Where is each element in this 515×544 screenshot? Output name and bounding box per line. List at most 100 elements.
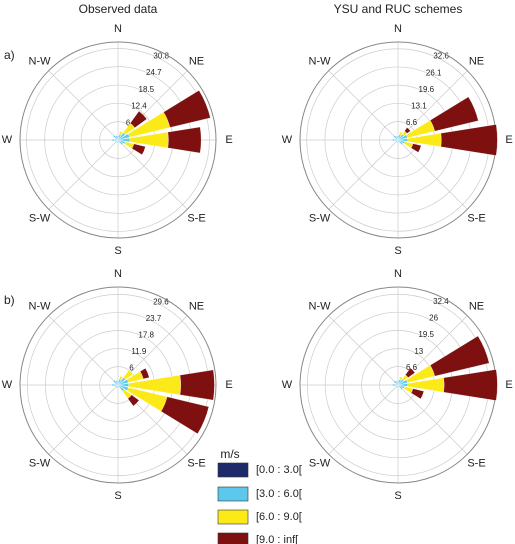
r-tick-label: 32.4: [433, 297, 449, 306]
direction-label: S: [114, 490, 121, 502]
legend-label: [0.0 : 3.0[: [256, 464, 302, 476]
wind-segment: [443, 369, 498, 401]
direction-label: S-W: [29, 457, 51, 469]
wind-segment: [397, 384, 399, 388]
wind-segment: [397, 139, 399, 143]
legend-label: [6.0 : 9.0[: [256, 511, 302, 523]
wind-segment: [393, 380, 398, 385]
wind-segment: [392, 383, 397, 387]
wind-segment: [430, 96, 479, 132]
wind-segment: [395, 139, 399, 142]
wind-segment: [117, 384, 119, 389]
wind-segment: [160, 396, 210, 435]
direction-label: E: [505, 134, 512, 146]
wind-segment: [398, 140, 403, 145]
wind-segment: [163, 90, 211, 128]
r-tick-label: 6: [129, 363, 134, 372]
wind-segment: [397, 135, 399, 139]
direction-label: S-W: [29, 212, 51, 224]
r-tick-label: 13.1: [411, 102, 427, 111]
direction-label: S: [114, 245, 121, 257]
wind-segment: [117, 135, 119, 139]
r-tick-label: 24.7: [146, 68, 162, 77]
spoke: [397, 139, 468, 210]
panel-label: a): [4, 48, 15, 62]
wind-segment: [119, 375, 124, 380]
wind-segment: [395, 139, 399, 143]
wind-segment: [114, 139, 119, 142]
direction-label: N-W: [29, 300, 52, 312]
r-tick-label: 17.8: [138, 330, 154, 339]
wind-segment: [111, 138, 117, 142]
r-tick-label: 26.1: [426, 68, 442, 77]
wind-segment: [117, 139, 120, 144]
wind-segment: [115, 380, 118, 384]
legend-swatch: [217, 486, 249, 502]
outer-ring: [19, 41, 217, 239]
wind-segment: [397, 384, 400, 388]
direction-label: W: [282, 134, 293, 146]
outer-ring: [19, 286, 217, 484]
wind-segment: [410, 143, 422, 153]
direction-label: S-W: [309, 457, 331, 469]
wind-segment: [410, 388, 425, 400]
spoke: [48, 315, 119, 386]
wind-segment: [115, 384, 119, 388]
spoke: [117, 139, 188, 210]
wind-segment: [112, 379, 118, 385]
wind-segment: [117, 384, 120, 389]
wind-segment: [117, 139, 119, 144]
wind-segment: [114, 384, 119, 387]
legend-swatch: [217, 462, 249, 478]
r-tick-label: 12.4: [131, 101, 147, 110]
wind-segment: [179, 369, 215, 401]
r-tick-label: 19.6: [419, 85, 435, 94]
r-tick-label: 19.5: [418, 330, 434, 339]
direction-label: W: [282, 379, 293, 391]
wind-segment: [131, 143, 146, 155]
wind-segment: [119, 131, 123, 136]
spoke: [48, 139, 119, 210]
r-tick-label: 6.6: [406, 118, 418, 127]
r-tick-label: 32.6: [433, 52, 449, 61]
direction-label: W: [2, 379, 13, 391]
direction-label: NE: [189, 55, 204, 67]
direction-label: N-W: [309, 300, 332, 312]
direction-label: NE: [469, 55, 484, 67]
r-tick-label: 30.8: [153, 52, 169, 61]
wind-segment: [395, 384, 399, 388]
direction-label: S-E: [187, 212, 205, 224]
wind-segment: [404, 127, 411, 134]
wind-segment: [395, 384, 399, 387]
spoke: [397, 384, 468, 455]
wind-segment: [395, 380, 398, 385]
direction-label: E: [505, 379, 512, 391]
direction-label: N: [114, 268, 122, 280]
legend-title: m/s: [220, 447, 239, 461]
r-tick-label: 18.5: [139, 85, 155, 94]
direction-label: N-W: [309, 55, 332, 67]
spoke: [328, 384, 399, 455]
direction-label: W: [2, 134, 13, 146]
wind-segment: [430, 335, 490, 377]
direction-label: S-E: [467, 457, 485, 469]
r-tick-label: 6.6: [406, 363, 418, 372]
legend-swatch: [217, 532, 249, 544]
wind-segment: [398, 385, 403, 390]
spoke: [328, 70, 399, 141]
wind-segment: [397, 380, 399, 384]
grid-ring: [26, 48, 210, 232]
wind-segment: [139, 367, 150, 380]
direction-label: NE: [189, 300, 204, 312]
direction-label: N: [394, 23, 402, 35]
wind-segment: [111, 383, 117, 387]
r-tick-label: 26: [429, 314, 438, 323]
spoke: [48, 384, 119, 455]
legend-label: [3.0 : 6.0[: [256, 488, 302, 500]
wind-segment: [397, 139, 400, 143]
direction-label: S-E: [187, 457, 205, 469]
spoke: [48, 70, 119, 141]
wind-segment: [123, 369, 134, 380]
panel-label: b): [4, 293, 15, 307]
direction-label: S-E: [467, 212, 485, 224]
